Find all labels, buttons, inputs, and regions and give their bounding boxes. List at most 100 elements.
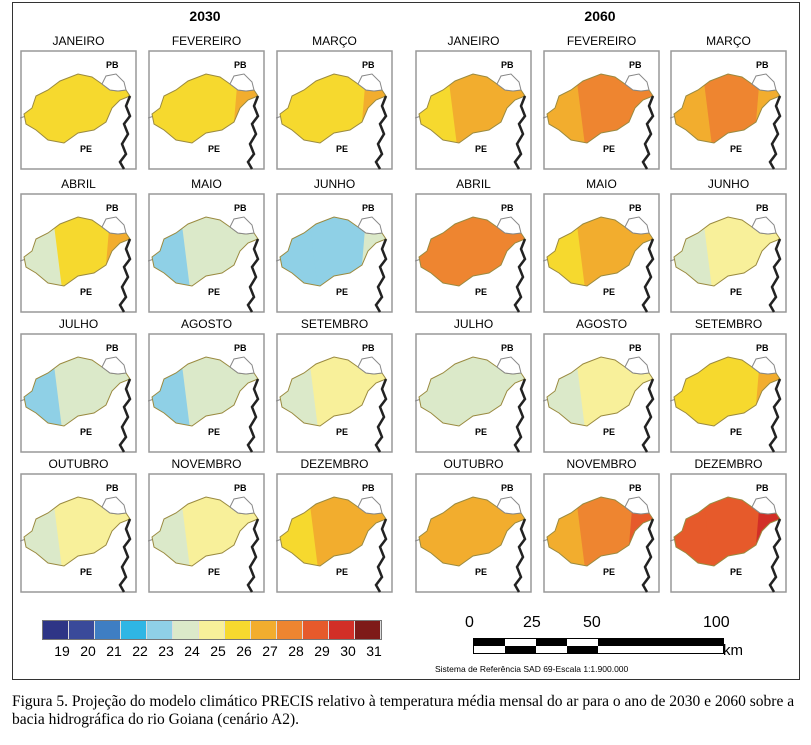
label-pb: PB bbox=[629, 203, 642, 213]
label-pb: PB bbox=[629, 60, 642, 70]
coastline bbox=[374, 378, 388, 453]
lake-area bbox=[229, 496, 255, 515]
lake-area bbox=[357, 496, 383, 515]
legend-value: 23 bbox=[158, 643, 174, 659]
basin-map: PB PE bbox=[148, 50, 265, 170]
label-pb: PB bbox=[234, 483, 247, 493]
coastline bbox=[246, 518, 260, 593]
lake-area bbox=[357, 216, 383, 235]
basin-map: PB PE bbox=[670, 50, 787, 170]
map-2060-3: MARÇO PB PE bbox=[670, 32, 787, 172]
label-pe: PE bbox=[475, 427, 487, 437]
map-2030-3: MARÇO PB PE bbox=[276, 32, 393, 172]
basin-map: PB PE bbox=[543, 333, 660, 453]
coastline bbox=[118, 518, 132, 593]
label-pb: PB bbox=[106, 60, 119, 70]
label-pb: PB bbox=[362, 203, 375, 213]
scale-label-0: 0 bbox=[465, 614, 474, 631]
coastline bbox=[513, 518, 527, 593]
legend-swatch bbox=[251, 621, 277, 639]
month-label: MARÇO bbox=[706, 34, 751, 48]
label-pb: PB bbox=[234, 203, 247, 213]
label-pe: PE bbox=[730, 144, 742, 154]
coastline bbox=[513, 238, 527, 313]
label-pe: PE bbox=[603, 287, 615, 297]
legend-value: 29 bbox=[314, 643, 330, 659]
basin-map: PB PE bbox=[415, 193, 532, 313]
label-pb: PB bbox=[362, 60, 375, 70]
map-2030-11: NOVEMBRO PB PE bbox=[148, 455, 265, 595]
map-2060-6: JUNHO PB PE bbox=[670, 175, 787, 315]
month-label: MARÇO bbox=[312, 34, 357, 48]
year-title-2060: 2060 bbox=[584, 8, 616, 24]
legend-value: 24 bbox=[184, 643, 200, 659]
legend-value: 31 bbox=[366, 643, 382, 659]
label-pe: PE bbox=[603, 144, 615, 154]
label-pe: PE bbox=[730, 427, 742, 437]
label-pb: PB bbox=[501, 60, 514, 70]
coastline bbox=[513, 95, 527, 170]
month-label: MAIO bbox=[586, 177, 617, 191]
month-label: JUNHO bbox=[707, 177, 750, 191]
legend-swatch bbox=[199, 621, 225, 639]
lake-area bbox=[751, 356, 777, 375]
legend-swatch bbox=[277, 621, 303, 639]
basin-map: PB PE bbox=[670, 473, 787, 593]
legend-value: 26 bbox=[236, 643, 252, 659]
scale-label-25: 25 bbox=[523, 614, 541, 631]
label-pb: PB bbox=[501, 483, 514, 493]
basin-map: PB PE bbox=[20, 50, 137, 170]
coastline bbox=[374, 238, 388, 313]
legend-swatch bbox=[173, 621, 199, 639]
month-label: MAIO bbox=[191, 177, 222, 191]
month-label: OUTUBRO bbox=[48, 457, 109, 471]
map-2030-4: ABRIL PB PE bbox=[20, 175, 137, 315]
legend-value: 22 bbox=[132, 643, 148, 659]
map-2030-9: SETEMBRO PB PE bbox=[276, 315, 393, 455]
basin-map: PB PE bbox=[276, 473, 393, 593]
basin-map: PB PE bbox=[276, 333, 393, 453]
basin-map: PB PE bbox=[415, 50, 532, 170]
month-label: DEZEMBRO bbox=[300, 457, 369, 471]
map-2060-10: OUTUBRO PB PE bbox=[415, 455, 532, 595]
lake-area bbox=[101, 356, 127, 375]
label-pe: PE bbox=[603, 427, 615, 437]
coastline bbox=[641, 378, 655, 453]
label-pe: PE bbox=[208, 287, 220, 297]
legend-value: 30 bbox=[340, 643, 356, 659]
figure-frame bbox=[12, 2, 800, 680]
lake-area bbox=[751, 496, 777, 515]
lake-area bbox=[496, 73, 522, 92]
scale-label-50: 50 bbox=[583, 614, 601, 631]
map-2060-12: DEZEMBRO PB PE bbox=[670, 455, 787, 595]
label-pb: PB bbox=[756, 60, 769, 70]
map-2030-12: DEZEMBRO PB PE bbox=[276, 455, 393, 595]
label-pb: PB bbox=[106, 343, 119, 353]
label-pe: PE bbox=[208, 427, 220, 437]
lake-area bbox=[101, 73, 127, 92]
basin-map: PB PE bbox=[148, 333, 265, 453]
lake-area bbox=[751, 216, 777, 235]
coastline bbox=[641, 95, 655, 170]
map-2030-2: FEVEREIRO PB PE bbox=[148, 32, 265, 172]
coastline bbox=[246, 378, 260, 453]
month-label: OUTUBRO bbox=[443, 457, 504, 471]
reference-system: Sistema de Referência SAD 69-Escala 1:1.… bbox=[435, 664, 629, 674]
legend-value: 28 bbox=[288, 643, 304, 659]
coastline bbox=[246, 238, 260, 313]
map-2060-8: AGOSTO PB PE bbox=[543, 315, 660, 455]
coastline bbox=[118, 378, 132, 453]
lake-area bbox=[357, 356, 383, 375]
basin-map: PB PE bbox=[543, 50, 660, 170]
coastline bbox=[768, 238, 782, 313]
lake-area bbox=[357, 73, 383, 92]
label-pe: PE bbox=[80, 287, 92, 297]
lake-area bbox=[496, 356, 522, 375]
label-pb: PB bbox=[629, 343, 642, 353]
map-2030-7: JULHO PB PE bbox=[20, 315, 137, 455]
scale-label-100: 100 bbox=[703, 614, 730, 631]
map-2030-10: OUTUBRO PB PE bbox=[20, 455, 137, 595]
legend-swatch bbox=[303, 621, 329, 639]
coastline bbox=[768, 95, 782, 170]
month-label: SETEMBRO bbox=[694, 317, 763, 331]
